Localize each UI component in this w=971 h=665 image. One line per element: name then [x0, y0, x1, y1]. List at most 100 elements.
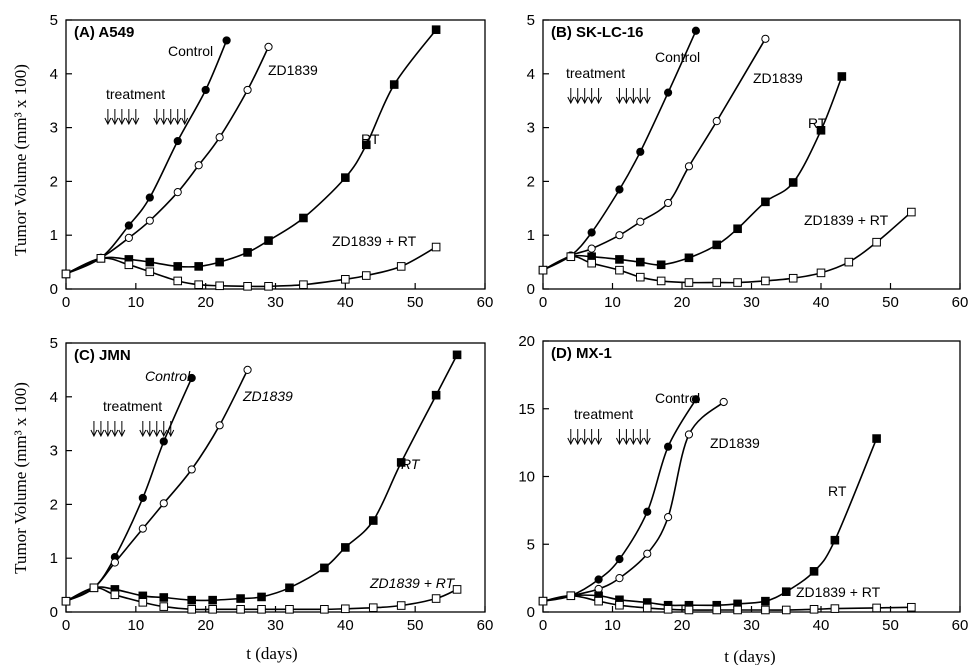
- plot-frame: [65, 19, 486, 290]
- y-tick-label: 2: [527, 173, 535, 190]
- y-tick-label: 4: [50, 389, 58, 406]
- x-axis-label-left: t (days): [246, 644, 297, 663]
- panel-title: (C) JMN: [74, 347, 131, 364]
- treatment-arrow: [153, 109, 161, 126]
- data-point: [236, 605, 245, 614]
- arrow-head: [643, 437, 651, 446]
- x-tick-label: 10: [604, 294, 621, 311]
- panel-title: (D) MX-1: [551, 345, 612, 362]
- treatment-arrow: [139, 421, 147, 438]
- arrow-head: [622, 437, 630, 446]
- data-point: [587, 244, 596, 253]
- treatment-arrow: [146, 421, 154, 438]
- data-point: [615, 600, 624, 610]
- x-tick-label: 0: [62, 294, 70, 311]
- arrow-head: [181, 117, 189, 126]
- x-tick-label: 10: [127, 617, 144, 634]
- data-point: [341, 173, 350, 182]
- arrow-head: [97, 429, 105, 438]
- data-point: [320, 563, 329, 573]
- arrow-head: [595, 437, 603, 446]
- arrow-head: [174, 117, 182, 126]
- treatment-arrow: [90, 421, 98, 438]
- panel-title: (A) A549: [74, 24, 134, 41]
- treatment-arrow: [160, 421, 168, 438]
- plot-frame: [65, 342, 486, 613]
- series-line: [65, 46, 270, 275]
- data-point: [368, 603, 378, 612]
- data-point: [341, 543, 350, 552]
- y-tick-label: 1: [50, 550, 58, 567]
- data-point: [243, 282, 252, 291]
- treatment-arrow: [104, 421, 112, 438]
- arrow-head: [146, 429, 154, 438]
- arrow-head: [574, 437, 582, 446]
- x-tick-label: 60: [477, 617, 494, 634]
- series-label: RT: [401, 456, 421, 472]
- treatment-arrow: [153, 421, 161, 438]
- x-tick-label: 50: [882, 617, 899, 634]
- panel-2: 0 10 20 30 40 50 60 0 1 2 3 4 5 (B) SK-LC-16 treatment…: [527, 12, 969, 311]
- data-point: [320, 605, 329, 614]
- arrow-head: [167, 117, 175, 126]
- arrow-head: [616, 96, 623, 105]
- data-point: [761, 276, 770, 286]
- arrow-head: [567, 96, 575, 105]
- data-point: [837, 72, 847, 81]
- treatment-label: treatment: [103, 398, 162, 414]
- data-point: [684, 253, 694, 263]
- arrow-head: [574, 96, 582, 105]
- y-tick-label: 3: [527, 120, 535, 137]
- series-label: RT: [808, 115, 827, 131]
- arrow-head: [153, 429, 161, 438]
- treatment-arrow: [595, 88, 603, 105]
- data-point: [643, 549, 652, 558]
- data-point: [615, 555, 624, 564]
- data-point: [187, 595, 196, 605]
- y-tick-label: 0: [50, 281, 58, 298]
- data-point: [124, 233, 133, 242]
- x-tick-label: 40: [813, 617, 830, 634]
- data-point: [257, 605, 266, 614]
- data-point: [452, 350, 462, 360]
- treatment-arrow: [616, 88, 623, 105]
- arrow-head: [111, 117, 119, 126]
- arrow-head: [567, 437, 575, 446]
- treatment-arrow: [622, 88, 630, 105]
- treatment-arrow: [167, 109, 175, 126]
- treatment-arrow: [629, 429, 637, 446]
- data-point: [138, 598, 148, 607]
- x-tick-label: 40: [337, 617, 354, 634]
- data-point: [684, 430, 694, 439]
- arrow-head: [588, 437, 596, 446]
- data-point: [615, 574, 624, 583]
- data-point: [264, 282, 273, 291]
- y-tick-label: 0: [527, 281, 535, 298]
- data-point: [159, 437, 168, 446]
- data-point: [781, 605, 791, 615]
- treatment-arrow: [616, 429, 623, 446]
- y-tick-label: 15: [518, 401, 535, 418]
- data-point: [788, 178, 798, 187]
- data-point: [615, 231, 624, 240]
- x-tick-label: 10: [604, 617, 621, 634]
- data-point: [222, 36, 231, 45]
- data-point: [587, 228, 596, 237]
- data-point: [538, 265, 548, 275]
- data-point: [159, 499, 168, 508]
- data-point: [173, 262, 183, 271]
- series-line: [65, 354, 458, 602]
- x-tick-label: 20: [197, 617, 214, 634]
- treatment-arrow: [181, 109, 189, 126]
- arrow-head: [132, 117, 140, 126]
- treatment-arrow: [629, 88, 637, 105]
- data-point: [664, 88, 673, 97]
- series-label: ZD1839 + RT: [796, 584, 881, 600]
- y-tick-label: 4: [527, 66, 535, 83]
- series-label: RT: [361, 131, 380, 147]
- treatment-arrow: [581, 429, 589, 446]
- series-line: [65, 586, 458, 611]
- data-point: [684, 278, 694, 287]
- data-point: [788, 273, 798, 283]
- data-point: [264, 42, 273, 52]
